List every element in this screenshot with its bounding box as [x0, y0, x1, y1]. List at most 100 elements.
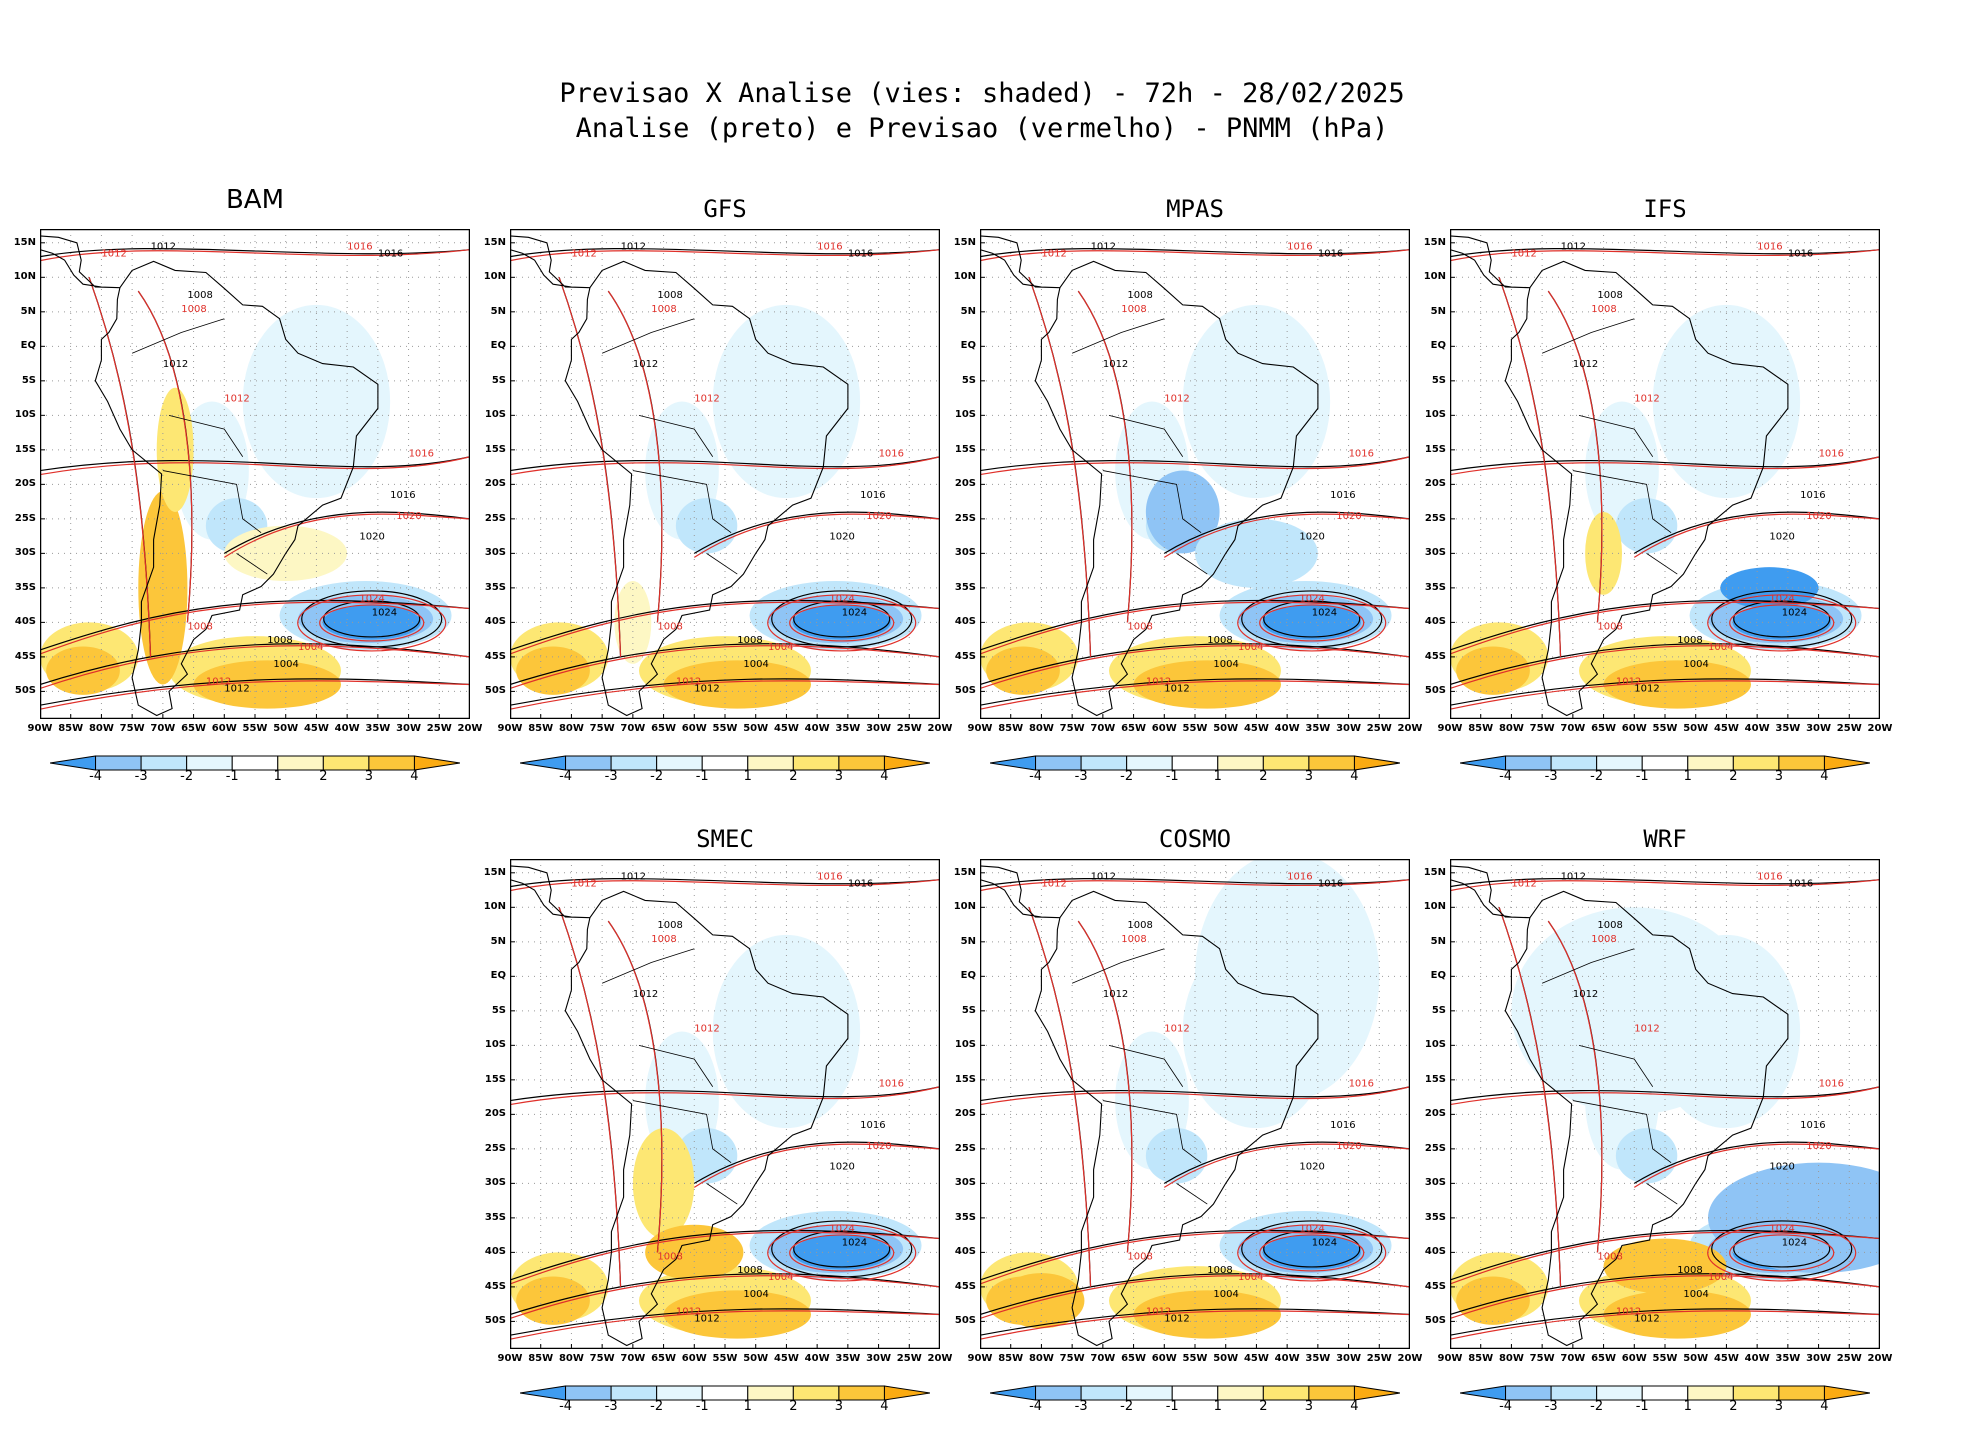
forecast-contour-label: 1016 — [817, 242, 842, 253]
isobar — [1450, 249, 1880, 262]
colorbar-segment — [1641, 755, 1689, 771]
colorbar-segment — [1550, 755, 1598, 771]
coastline — [94, 260, 379, 717]
lat-tick-label: 30S — [1424, 1177, 1446, 1189]
lon-tick-label: 50W — [743, 723, 769, 734]
colorbar-segment — [1217, 1385, 1264, 1401]
lon-tick-label: 75W — [119, 723, 145, 734]
analysis-contour-label: 1004 — [1213, 659, 1238, 670]
bias-shading — [516, 646, 590, 695]
colorbar-label: 4 — [1820, 769, 1829, 784]
lon-tick-label: 35W — [835, 723, 861, 734]
isobar-high — [789, 604, 895, 642]
bias-shading — [712, 934, 861, 1129]
colorbar-segment — [1262, 1385, 1310, 1401]
colorbar-label: 4 — [1350, 1399, 1359, 1414]
lat-tick-label: EQ — [490, 340, 506, 352]
colorbar-label: 1 — [1213, 769, 1222, 784]
forecast-contour-label: 1012 — [1634, 1024, 1659, 1035]
forecast-contour-label: 1016 — [817, 872, 842, 883]
colorbar-label: -3 — [1544, 769, 1558, 784]
coastline — [1034, 260, 1319, 717]
colorbar-segment — [1550, 1385, 1598, 1401]
forecast-contour-label: 1016 — [1287, 242, 1312, 253]
analysis-contour-label: 1012 — [633, 989, 658, 1000]
lat-tick-label: 10S — [14, 409, 36, 421]
lat-tick-label: 15S — [954, 443, 976, 455]
lon-tick-label: 45W — [773, 1353, 799, 1364]
forecast-contour-label: 1024 — [1299, 1224, 1324, 1235]
border — [1108, 414, 1184, 457]
isobar — [1450, 601, 1880, 655]
colorbar-label: 2 — [1729, 769, 1738, 784]
colorbar-label: -3 — [1544, 1399, 1558, 1414]
lat-tick-label: 35S — [484, 581, 506, 593]
lat-tick-label: 25S — [954, 1142, 976, 1154]
lon-tick-label: 20W — [1867, 723, 1893, 734]
colorbar-label: 4 — [880, 769, 889, 784]
lon-tick-label: 55W — [1652, 723, 1678, 734]
forecast-contour-label: 1008 — [1591, 304, 1616, 315]
lon-tick-label: 80W — [558, 1353, 584, 1364]
isobar — [1028, 907, 1092, 1287]
lon-tick-label: 80W — [1028, 1353, 1054, 1364]
forecast-contour-label: 1004 — [768, 1272, 793, 1283]
coastline — [1504, 890, 1789, 1347]
lat-tick-label: 10S — [954, 409, 976, 421]
lon-tick-label: 70W — [620, 1353, 646, 1364]
colorbar-segment — [519, 1385, 567, 1401]
lat-tick-label: 25S — [954, 512, 976, 524]
lat-tick-label: 45S — [14, 650, 36, 662]
colorbar-segment — [1126, 1385, 1173, 1401]
lon-tick-label: 65W — [651, 1353, 677, 1364]
lon-tick-label: 70W — [150, 723, 176, 734]
analysis-contour-label: 1020 — [1299, 532, 1324, 543]
lon-tick-label: 50W — [1683, 723, 1709, 734]
lon-tick-label: 75W — [1529, 1353, 1555, 1364]
colorbar-segment — [656, 1385, 703, 1401]
forecast-contour-label: 1012 — [571, 879, 596, 890]
analysis-contour-label: 1012 — [1634, 683, 1659, 694]
isobar — [1163, 513, 1410, 558]
lon-tick-label: 85W — [58, 723, 84, 734]
analysis-contour-label: 1016 — [1788, 249, 1813, 260]
isobar — [510, 249, 940, 262]
lat-tick-label: 25S — [484, 1142, 506, 1154]
lat-tick-label: 30S — [484, 1177, 506, 1189]
lon-tick-label: 60W — [681, 1353, 707, 1364]
lat-tick-label: 45S — [954, 650, 976, 662]
forecast-contour-label: 1008 — [1121, 304, 1146, 315]
bias-shading — [1133, 660, 1281, 709]
forecast-contour-label: 1016 — [1757, 872, 1782, 883]
lon-tick-label: 30W — [1806, 1353, 1832, 1364]
forecast-contour-label: 1004 — [1238, 1272, 1263, 1283]
map-plot: 1012 1012 1016 1016 1008 1008 1012 1012 1016 1016… — [980, 229, 1410, 719]
analysis-contour-label: 1008 — [1127, 920, 1152, 931]
colorbar-segment — [519, 755, 567, 771]
lat-tick-label: 5N — [490, 305, 506, 317]
lon-tick-label: 45W — [773, 723, 799, 734]
colorbar-segment — [1732, 755, 1780, 771]
forecast-contour-label: 1020 — [866, 511, 891, 522]
isobar — [980, 456, 1410, 476]
lat-tick-label: 45S — [1424, 1280, 1446, 1292]
isobar — [1450, 1231, 1880, 1285]
border — [131, 318, 225, 354]
colorbar-segment — [883, 1385, 931, 1401]
lat-tick-label: 15S — [1424, 443, 1446, 455]
colorbar-label: -4 — [1029, 1399, 1043, 1414]
lat-tick-label: 40S — [484, 616, 506, 628]
isobar — [40, 456, 470, 476]
colorbar-segment — [368, 755, 415, 771]
isobar — [510, 879, 940, 892]
lat-tick-label: 30S — [14, 547, 36, 559]
colorbar-label: 4 — [410, 769, 419, 784]
lon-tick-label: 25W — [1836, 723, 1862, 734]
colorbar-label: -4 — [89, 769, 103, 784]
lat-tick-label: 50S — [484, 685, 506, 697]
forecast-contour-label: 1004 — [1238, 642, 1263, 653]
colorbar-label: -3 — [134, 769, 148, 784]
lat-tick-label: 15S — [954, 1073, 976, 1085]
lon-tick-label: 85W — [528, 723, 554, 734]
isobar — [693, 1143, 940, 1188]
